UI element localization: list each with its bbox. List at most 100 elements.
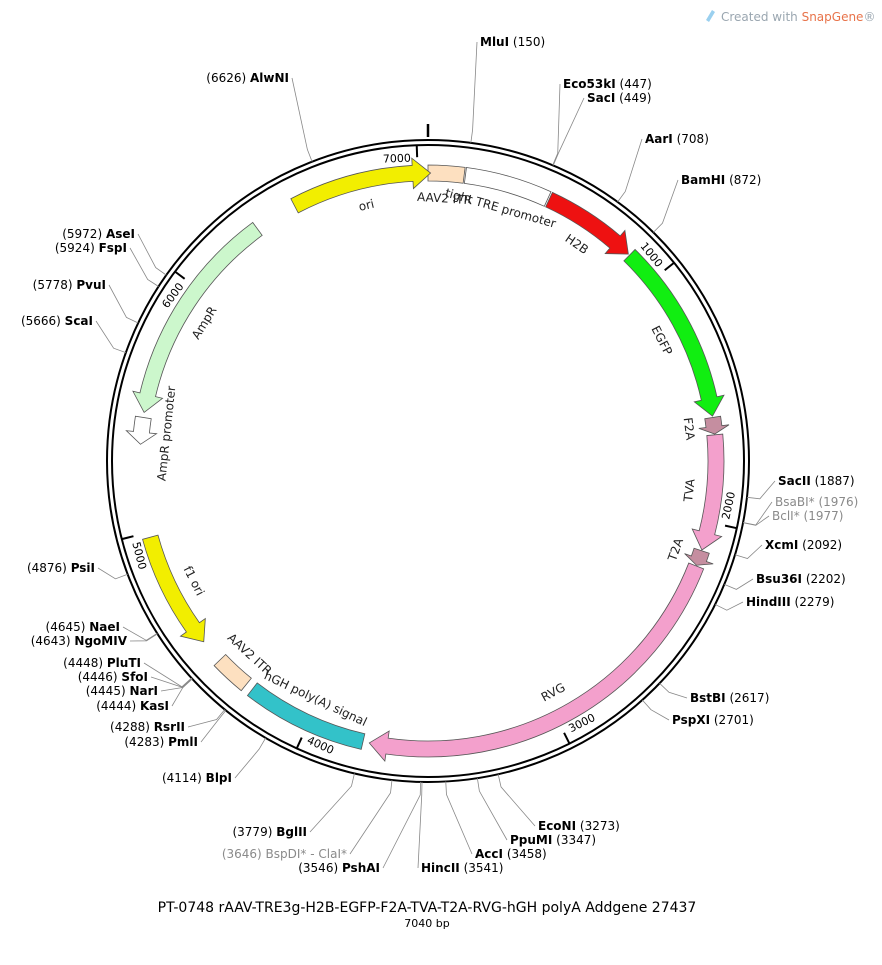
site-label-bamhi: BamHI (872) — [681, 173, 761, 187]
site-name: Bsu36I — [756, 572, 802, 586]
feature-label-f2a-4: F2A — [681, 417, 698, 442]
feature-label-h2b-2: H2B — [563, 231, 591, 257]
leader-sacii — [746, 480, 776, 500]
leader-bsabi — [742, 501, 773, 526]
leader-rsrii — [187, 709, 226, 728]
site-label-acci: AccI (3458) — [475, 847, 547, 861]
leader-alwni — [291, 77, 313, 162]
site-label-aari: AarI (708) — [645, 132, 709, 146]
leader-pshai — [382, 781, 421, 869]
site-label-bstbi: BstBI (2617) — [690, 691, 769, 705]
feature-label-ori-13: ori — [357, 197, 375, 214]
leader-ngomiv — [129, 633, 158, 642]
leader-psii — [97, 567, 128, 580]
site-name: AlwNI — [250, 71, 289, 85]
site-position: (2202) — [806, 572, 846, 586]
site-position: (3646) — [222, 847, 262, 861]
credit-text: Created with SnapGene® — [721, 10, 875, 24]
site-name: PluTI — [107, 656, 141, 670]
feature-ampr-promoter-11 — [125, 415, 158, 445]
site-position: (4643) — [31, 634, 71, 648]
site-position: (3347) — [556, 833, 596, 847]
site-name: SacI — [587, 91, 615, 105]
tick-1000 — [664, 261, 675, 272]
leader-fspi — [129, 247, 159, 287]
site-name: BsaBI* — [775, 495, 815, 509]
tick-3000 — [563, 732, 571, 745]
site-position: (2617) — [729, 691, 769, 705]
site-name: PspXI — [672, 713, 710, 727]
feature-f1-ori-10 — [142, 534, 206, 643]
leader-bspdi-clai — [349, 779, 393, 855]
tick-5000 — [121, 535, 134, 541]
site-name: HindIII — [746, 595, 791, 609]
site-position: (2701) — [714, 713, 754, 727]
site-position: (708) — [677, 132, 709, 146]
leader-hincii — [417, 781, 423, 869]
feature-label-aav2-itr-0: AAV2 ITR — [417, 190, 473, 207]
site-label-hincii: HincII (3541) — [421, 861, 503, 875]
feature-label-egfp-3: EGFP — [648, 323, 675, 357]
site-position: (872) — [729, 173, 761, 187]
site-name: BamHI — [681, 173, 725, 187]
tick-6000 — [174, 270, 186, 280]
backbone-outer — [106, 139, 750, 783]
site-label-psii: (4876) PsiI — [27, 561, 95, 575]
site-position: (4876) — [27, 561, 67, 575]
site-label-fspi: (5924) FspI — [55, 241, 127, 255]
site-position: (3779) — [232, 825, 272, 839]
leader-bamhi — [653, 179, 679, 233]
site-label-asei: (5972) AseI — [62, 227, 135, 241]
site-label-kasi: (4444) KasI — [96, 699, 169, 713]
leader-pmli — [200, 710, 227, 743]
site-position: (1976) — [818, 495, 858, 509]
site-name: Eco53kI — [563, 77, 616, 91]
site-position: (1887) — [815, 474, 855, 488]
site-label-econi: EcoNI (3273) — [538, 819, 620, 833]
site-position: (447) — [620, 77, 652, 91]
features — [125, 157, 730, 763]
feature-ampr-12 — [132, 221, 263, 414]
snapgene-logo-icon — [706, 10, 715, 22]
site-label-ppumi: PpuMI (3347) — [510, 833, 596, 847]
site-label-saci: SacI (449) — [587, 91, 651, 105]
site-name: PsiI — [71, 561, 95, 575]
site-label-sfoi: (4446) SfoI — [78, 670, 148, 684]
site-label-sacii: SacII (1887) — [778, 474, 855, 488]
site-position: (3458) — [507, 847, 547, 861]
leader-aari — [617, 138, 643, 203]
site-position: (4114) — [162, 771, 202, 785]
site-label-alwni: (6626) AlwNI — [206, 71, 289, 85]
site-name: PshAI — [342, 861, 380, 875]
feature-label-rvg-7: RVG — [539, 680, 568, 704]
site-label-naei: (4645) NaeI — [46, 620, 120, 634]
site-position: (4645) — [46, 620, 86, 634]
site-name: KasI — [140, 699, 169, 713]
site-name: SacII — [778, 474, 811, 488]
site-position: (5972) — [62, 227, 102, 241]
site-position: (4288) — [110, 720, 150, 734]
feature-f2a-4 — [698, 415, 730, 435]
site-label-bspdi-clai: (3646) BspDI* - ClaI* — [222, 847, 347, 861]
site-name: RsrII — [154, 720, 185, 734]
site-position: (4446) — [78, 670, 118, 684]
site-leaders — [95, 41, 776, 869]
feature-h2b-2 — [545, 191, 629, 255]
leader-ppumi — [476, 778, 508, 841]
feature-label-tva-5: TVA — [681, 477, 698, 503]
site-position: (5666) — [21, 314, 61, 328]
site-name: PvuI — [76, 278, 106, 292]
site-label-bsabi: BsaBI* (1976) — [775, 495, 858, 509]
leader-eco53ki — [552, 83, 561, 166]
site-label-blpi: (4114) BlpI — [162, 771, 232, 785]
feature-aav2-itr-9 — [213, 653, 252, 692]
map-length: 7040 bp — [404, 917, 449, 930]
tick-4000 — [295, 737, 303, 749]
site-name: BstBI — [690, 691, 726, 705]
site-name: EcoNI — [538, 819, 576, 833]
site-label-hindiii: HindIII (2279) — [746, 595, 834, 609]
site-position: (4448) — [63, 656, 103, 670]
site-label-scai: (5666) ScaI — [21, 314, 93, 328]
site-name: NarI — [129, 684, 158, 698]
site-position: (5778) — [33, 278, 73, 292]
